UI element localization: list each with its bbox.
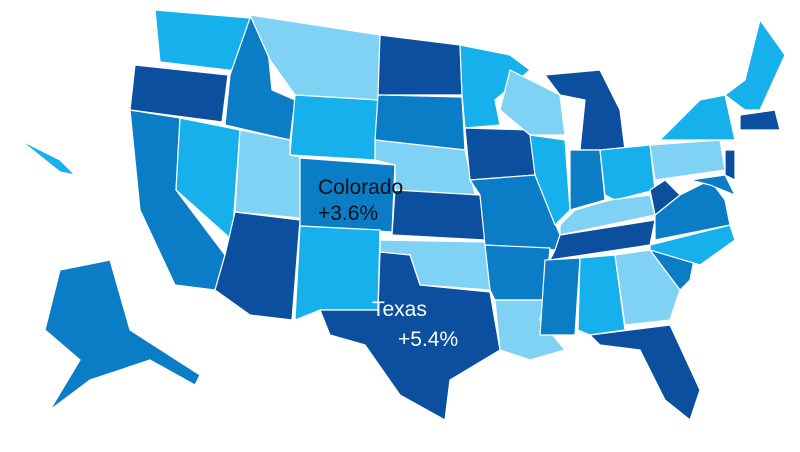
state-name: Texas bbox=[372, 298, 427, 321]
states bbox=[19, 9, 786, 421]
colorado-label: Colorado +3.6% bbox=[318, 176, 403, 225]
state-name: Colorado bbox=[318, 176, 403, 199]
texas-label: Texas +5.4% bbox=[372, 298, 458, 351]
state-change: +3.6% bbox=[318, 202, 378, 225]
state-change: +5.4% bbox=[398, 328, 458, 351]
